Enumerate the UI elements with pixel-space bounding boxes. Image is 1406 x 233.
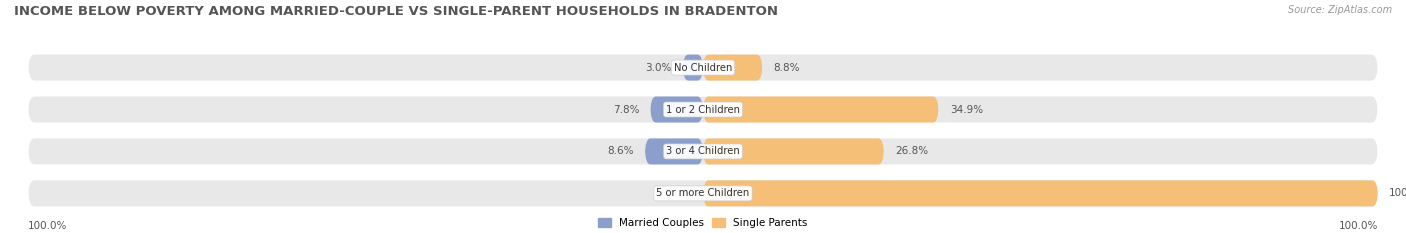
Text: Source: ZipAtlas.com: Source: ZipAtlas.com xyxy=(1288,5,1392,15)
Text: 3.0%: 3.0% xyxy=(645,63,672,72)
Text: 7.8%: 7.8% xyxy=(613,105,640,114)
FancyBboxPatch shape xyxy=(645,138,703,164)
Text: 100.0%: 100.0% xyxy=(1339,221,1378,231)
FancyBboxPatch shape xyxy=(651,96,703,123)
FancyBboxPatch shape xyxy=(703,138,884,164)
Text: No Children: No Children xyxy=(673,63,733,72)
Text: 5 or more Children: 5 or more Children xyxy=(657,188,749,198)
Text: 8.6%: 8.6% xyxy=(607,147,634,156)
FancyBboxPatch shape xyxy=(28,96,1378,123)
Text: 0.0%: 0.0% xyxy=(665,188,692,198)
Text: 8.8%: 8.8% xyxy=(773,63,800,72)
Text: 100.0%: 100.0% xyxy=(1389,188,1406,198)
Text: 26.8%: 26.8% xyxy=(896,147,928,156)
Legend: Married Couples, Single Parents: Married Couples, Single Parents xyxy=(599,218,807,228)
FancyBboxPatch shape xyxy=(703,55,762,81)
Text: 34.9%: 34.9% xyxy=(950,105,983,114)
FancyBboxPatch shape xyxy=(703,180,1378,206)
Text: INCOME BELOW POVERTY AMONG MARRIED-COUPLE VS SINGLE-PARENT HOUSEHOLDS IN BRADENT: INCOME BELOW POVERTY AMONG MARRIED-COUPL… xyxy=(14,5,778,18)
FancyBboxPatch shape xyxy=(28,180,1378,206)
FancyBboxPatch shape xyxy=(28,55,1378,81)
FancyBboxPatch shape xyxy=(28,138,1378,164)
FancyBboxPatch shape xyxy=(683,55,703,81)
Text: 1 or 2 Children: 1 or 2 Children xyxy=(666,105,740,114)
Text: 100.0%: 100.0% xyxy=(28,221,67,231)
Text: 3 or 4 Children: 3 or 4 Children xyxy=(666,147,740,156)
FancyBboxPatch shape xyxy=(703,96,939,123)
